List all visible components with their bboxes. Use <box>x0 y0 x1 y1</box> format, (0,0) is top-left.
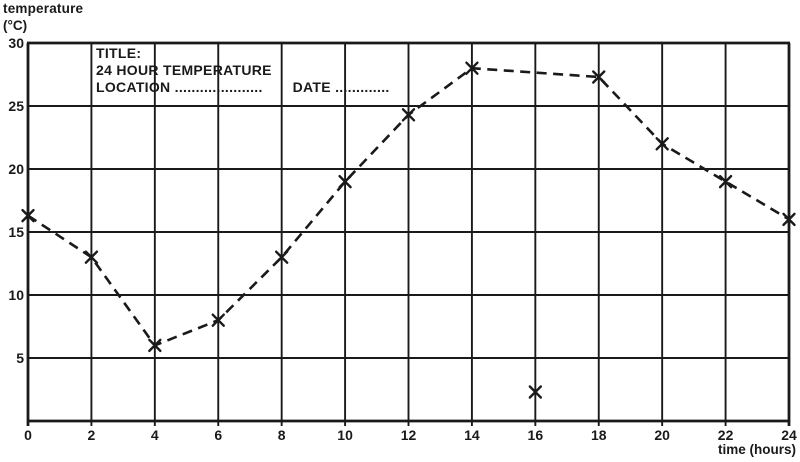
y-tick-label: 20 <box>8 161 24 177</box>
x-tick-label: 10 <box>337 427 353 443</box>
x-tick-label: 14 <box>464 427 480 443</box>
x-tick-label: 4 <box>151 427 159 443</box>
y-tick-label: 5 <box>16 350 24 366</box>
data-point-marker <box>718 174 733 189</box>
temperature-curve <box>27 66 790 347</box>
y-axis-unit-label: (°C) <box>3 18 28 33</box>
data-point-marker <box>148 338 162 353</box>
x-tick-label: 22 <box>718 427 734 443</box>
x-tick-label: 18 <box>591 427 607 443</box>
x-tick-label: 8 <box>278 427 286 443</box>
data-point-marker <box>84 250 99 264</box>
x-axis-title: time (hours) <box>717 442 796 457</box>
data-point-marker <box>655 137 669 151</box>
y-tick-label: 30 <box>8 35 24 51</box>
data-point-marker <box>465 61 479 75</box>
data-point-marker <box>401 108 416 122</box>
y-tick-label: 15 <box>8 224 24 240</box>
x-tick-label: 0 <box>24 427 32 443</box>
title-field-label: TITLE: <box>96 45 142 61</box>
x-tick-label: 16 <box>528 427 544 443</box>
x-tick-label: 20 <box>654 427 670 443</box>
x-tick-label: 2 <box>88 427 96 443</box>
location-field: LOCATION ..................... <box>96 79 263 95</box>
outlier-point-marker <box>528 385 543 399</box>
x-tick-label: 12 <box>401 427 417 443</box>
data-point-marker <box>338 174 352 189</box>
y-axis-title: temperature <box>3 1 84 16</box>
chart-title-block: TITLE: 24 HOUR TEMPERATURE LOCATION ....… <box>96 45 390 96</box>
x-tick-label: 24 <box>781 427 797 443</box>
data-point-marker <box>211 313 225 327</box>
location-date-row: LOCATION ..................... DATE ....… <box>96 79 390 96</box>
y-tick-label: 10 <box>8 287 24 303</box>
data-point-marker <box>274 250 289 264</box>
data-point-marker <box>21 208 35 223</box>
chart-title: 24 HOUR TEMPERATURE <box>96 62 272 78</box>
y-tick-label: 25 <box>8 98 24 114</box>
date-field: DATE ............. <box>292 79 390 95</box>
data-point-marker <box>592 70 606 84</box>
x-tick-label: 6 <box>214 427 222 443</box>
data-point-marker <box>782 212 796 227</box>
